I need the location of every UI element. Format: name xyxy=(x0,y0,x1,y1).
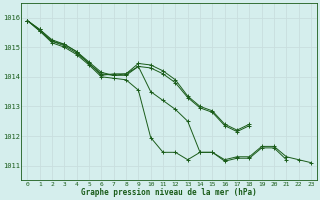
X-axis label: Graphe pression niveau de la mer (hPa): Graphe pression niveau de la mer (hPa) xyxy=(81,188,257,197)
